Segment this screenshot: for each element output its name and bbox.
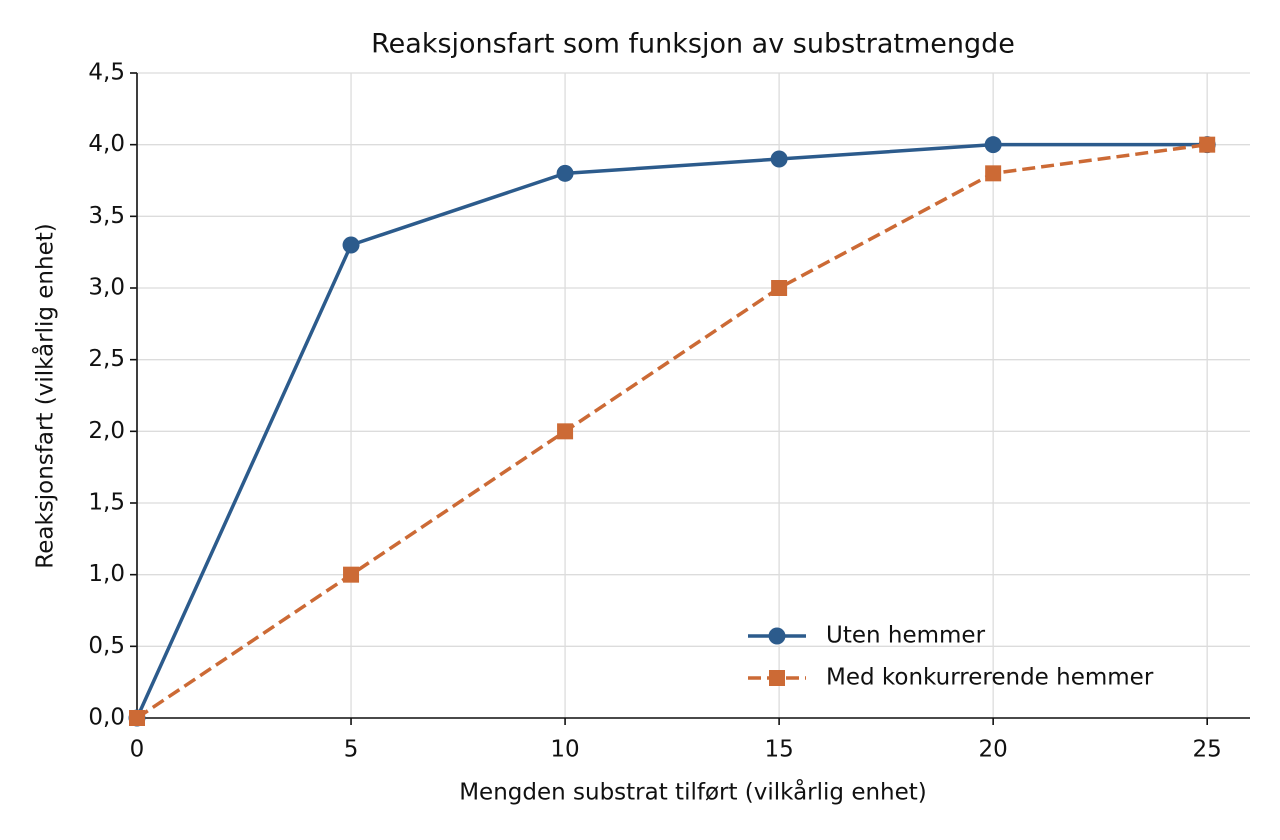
- marker: [770, 150, 788, 168]
- y-tick-label: 3,5: [88, 203, 125, 229]
- marker: [1199, 136, 1216, 153]
- y-tick-label: 2,5: [88, 346, 125, 372]
- y-tick-label: 4,0: [88, 131, 125, 157]
- y-tick-label: 0,0: [88, 705, 125, 731]
- legend-label: Med konkurrerende hemmer: [826, 665, 1154, 691]
- y-tick-label: 3,0: [88, 275, 125, 301]
- x-tick-label: 0: [130, 737, 145, 763]
- y-tick-label: 4,5: [88, 60, 125, 86]
- series-line: [135, 142, 1208, 719]
- marker: [985, 165, 1002, 182]
- legend-marker: [768, 627, 786, 645]
- x-axis-label: Mengden substrat tilført (vilkårlig enhe…: [459, 778, 927, 806]
- x-tick-label: 20: [979, 737, 1008, 763]
- series-line: [136, 142, 1208, 720]
- marker: [343, 566, 360, 583]
- chart-title: Reaksjonsfart som funksjon av substratme…: [371, 29, 1015, 60]
- marker: [556, 164, 574, 182]
- marker: [342, 236, 360, 254]
- marker: [984, 136, 1002, 154]
- y-tick-label: 1,5: [88, 490, 125, 516]
- x-tick-label: 25: [1193, 737, 1222, 763]
- y-tick-label: 2,0: [88, 418, 125, 444]
- legend-marker: [769, 670, 785, 686]
- marker: [557, 423, 574, 440]
- x-tick-label: 10: [550, 737, 579, 763]
- y-tick-label: 0,5: [88, 633, 125, 659]
- legend-label: Uten hemmer: [826, 623, 986, 649]
- y-axis-label: Reaksjonsfart (vilkårlig enhet): [31, 223, 59, 568]
- x-tick-label: 15: [764, 737, 793, 763]
- marker: [771, 280, 788, 296]
- y-tick-label: 1,0: [88, 561, 125, 587]
- x-tick-label: 5: [344, 737, 359, 763]
- marker: [129, 710, 145, 726]
